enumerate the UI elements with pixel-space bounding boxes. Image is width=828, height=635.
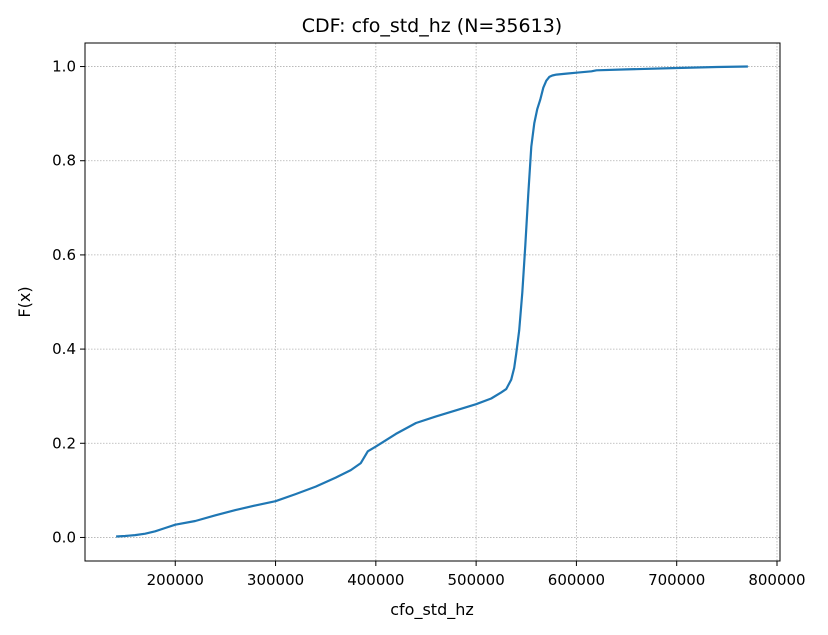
y-tick-label: 0.6 bbox=[52, 246, 76, 264]
x-tick-label: 200000 bbox=[147, 571, 204, 589]
x-tick-label: 800000 bbox=[748, 571, 805, 589]
x-tick-label: 600000 bbox=[548, 571, 605, 589]
axes-frame bbox=[84, 42, 781, 562]
y-tick-label: 1.0 bbox=[52, 58, 76, 76]
x-axis-label: cfo_std_hz bbox=[390, 600, 474, 620]
y-axis-label: F(x) bbox=[15, 286, 34, 317]
cdf-series-line bbox=[116, 65, 748, 538]
x-axis-ticks: 200000 300000 400000 500000 600000 700000 8000… bbox=[147, 561, 806, 589]
y-tick-label: 0.2 bbox=[52, 434, 76, 452]
y-tick-label: 0.4 bbox=[52, 340, 76, 358]
x-tick-label: 300000 bbox=[247, 571, 304, 589]
x-tick-label: 500000 bbox=[447, 571, 504, 589]
y-tick-label: 0.0 bbox=[52, 528, 76, 546]
y-tick-label: 0.8 bbox=[52, 152, 76, 170]
grid-lines bbox=[85, 43, 780, 561]
chart-title: CDF: cfo_std_hz (N=35613) bbox=[302, 15, 562, 37]
x-tick-label: 400000 bbox=[347, 571, 404, 589]
x-tick-label: 700000 bbox=[648, 571, 705, 589]
y-axis-ticks: 0.0 0.2 0.4 0.6 0.8 1.0 bbox=[52, 58, 85, 546]
